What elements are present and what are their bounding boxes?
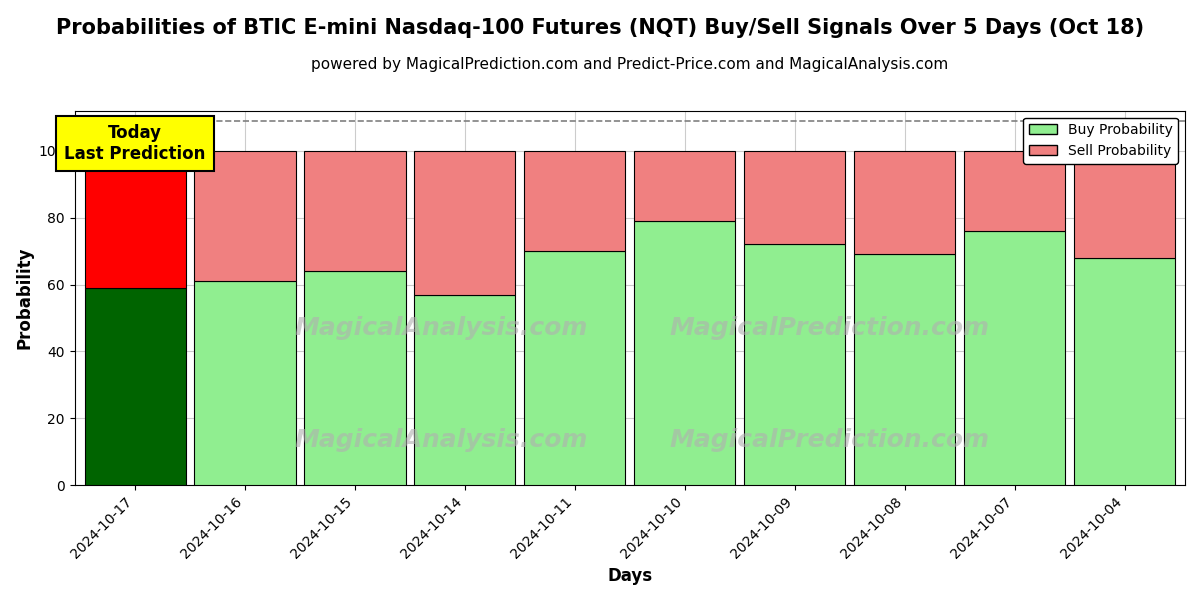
Text: Probabilities of BTIC E-mini Nasdaq-100 Futures (NQT) Buy/Sell Signals Over 5 Da: Probabilities of BTIC E-mini Nasdaq-100 … — [56, 18, 1144, 38]
Bar — [854, 151, 955, 254]
Bar — [1074, 151, 1175, 258]
Bar — [414, 295, 516, 485]
Bar — [964, 151, 1066, 231]
Bar — [84, 288, 186, 485]
Bar — [1074, 258, 1175, 485]
Title: powered by MagicalPrediction.com and Predict-Price.com and MagicalAnalysis.com: powered by MagicalPrediction.com and Pre… — [311, 57, 948, 72]
Bar — [194, 151, 295, 281]
Bar — [84, 151, 186, 288]
Bar — [305, 151, 406, 271]
X-axis label: Days: Days — [607, 567, 653, 585]
Y-axis label: Probability: Probability — [16, 247, 34, 349]
Bar — [524, 251, 625, 485]
Legend: Buy Probability, Sell Probability: Buy Probability, Sell Probability — [1024, 118, 1178, 164]
Text: MagicalAnalysis.com: MagicalAnalysis.com — [294, 428, 588, 452]
Text: MagicalAnalysis.com: MagicalAnalysis.com — [294, 316, 588, 340]
Bar — [744, 244, 845, 485]
Bar — [744, 151, 845, 244]
Text: MagicalPrediction.com: MagicalPrediction.com — [670, 316, 990, 340]
Text: MagicalPrediction.com: MagicalPrediction.com — [670, 428, 990, 452]
Bar — [524, 151, 625, 251]
Text: Today
Last Prediction: Today Last Prediction — [65, 124, 206, 163]
Bar — [964, 231, 1066, 485]
Bar — [414, 151, 516, 295]
Bar — [635, 221, 736, 485]
Bar — [854, 254, 955, 485]
Bar — [305, 271, 406, 485]
Bar — [635, 151, 736, 221]
Bar — [194, 281, 295, 485]
